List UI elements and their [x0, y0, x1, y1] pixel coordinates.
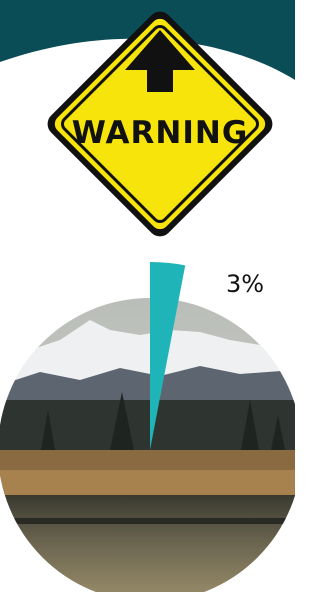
infographic: WARNING 3%	[0, 0, 295, 592]
value-label: 3%	[226, 270, 264, 298]
photo	[0, 290, 295, 592]
sign-text: WARNING	[72, 115, 249, 151]
